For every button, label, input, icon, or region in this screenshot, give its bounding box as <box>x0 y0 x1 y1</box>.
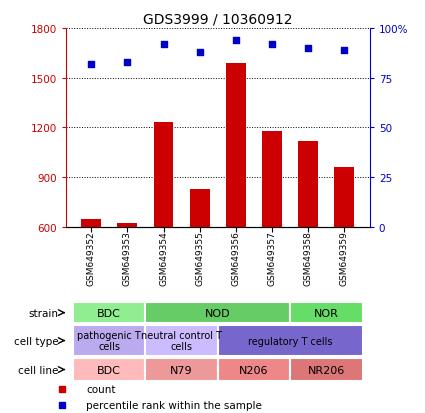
Text: BDC: BDC <box>97 365 121 375</box>
Text: pathogenic T
cells: pathogenic T cells <box>77 330 141 351</box>
Text: BDC: BDC <box>97 308 121 318</box>
Text: GSM649356: GSM649356 <box>231 231 241 286</box>
FancyBboxPatch shape <box>218 325 363 356</box>
FancyBboxPatch shape <box>73 325 145 356</box>
Text: N79: N79 <box>170 365 193 375</box>
Bar <box>117 224 137 326</box>
Text: cell type: cell type <box>14 336 58 346</box>
Text: count: count <box>86 384 116 394</box>
FancyBboxPatch shape <box>145 325 218 356</box>
Text: percentile rank within the sample: percentile rank within the sample <box>86 400 262 410</box>
Point <box>88 61 95 68</box>
Bar <box>190 189 210 326</box>
Point <box>341 47 348 54</box>
Point <box>160 41 167 48</box>
Text: NOR: NOR <box>314 308 339 318</box>
Bar <box>81 220 101 326</box>
Point <box>305 45 312 52</box>
Text: GSM649355: GSM649355 <box>195 231 204 286</box>
Bar <box>298 141 318 326</box>
Point <box>232 38 239 44</box>
Point <box>196 50 203 56</box>
FancyBboxPatch shape <box>218 358 290 381</box>
Text: cell line: cell line <box>18 365 58 375</box>
FancyBboxPatch shape <box>145 358 218 381</box>
Text: GSM649358: GSM649358 <box>304 231 313 286</box>
Text: NOD: NOD <box>205 308 231 318</box>
Text: GSM649353: GSM649353 <box>123 231 132 286</box>
Text: NR206: NR206 <box>308 365 345 375</box>
Text: strain: strain <box>28 308 58 318</box>
FancyBboxPatch shape <box>73 303 145 323</box>
FancyBboxPatch shape <box>290 303 363 323</box>
Text: regulatory T cells: regulatory T cells <box>248 336 332 346</box>
FancyBboxPatch shape <box>73 358 145 381</box>
Text: GSM649357: GSM649357 <box>268 231 277 286</box>
Point <box>269 41 275 48</box>
FancyBboxPatch shape <box>290 358 363 381</box>
Bar <box>334 168 354 326</box>
FancyBboxPatch shape <box>145 303 290 323</box>
Title: GDS3999 / 10360912: GDS3999 / 10360912 <box>143 12 292 26</box>
Text: neutral control T
cells: neutral control T cells <box>141 330 222 351</box>
Text: GSM649359: GSM649359 <box>340 231 349 286</box>
Bar <box>153 123 173 326</box>
Bar <box>226 64 246 326</box>
Point <box>124 59 131 66</box>
Text: GSM649352: GSM649352 <box>87 231 96 285</box>
Bar <box>262 131 282 326</box>
Text: GSM649354: GSM649354 <box>159 231 168 285</box>
Text: N206: N206 <box>239 365 269 375</box>
